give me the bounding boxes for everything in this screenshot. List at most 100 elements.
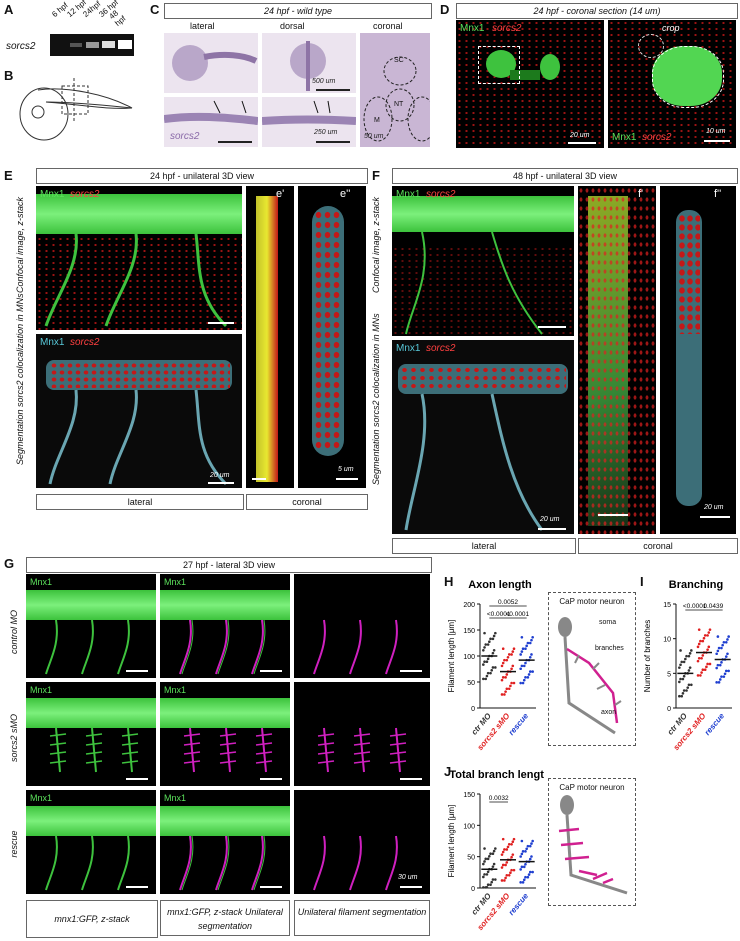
data-point (505, 874, 509, 877)
data-point (687, 669, 691, 672)
region-sc: SC (394, 57, 404, 64)
data-point (715, 666, 718, 670)
data-point (512, 868, 516, 872)
data-point (521, 850, 525, 853)
g-image-cell: Mnx1 (26, 790, 156, 894)
data-point (500, 866, 504, 869)
data-point (505, 861, 509, 864)
gel-gene-label: sorcs2 (6, 41, 36, 52)
data-point (701, 654, 705, 657)
marker-label: Mnx1 (460, 23, 485, 34)
f-coronal-image-1: f' (578, 186, 656, 534)
data-point (490, 880, 494, 884)
data-point (501, 850, 505, 854)
panel-f-header: 48 hpf - unilateral 3D view (392, 168, 738, 184)
data-point (510, 842, 513, 846)
data-point (519, 881, 522, 884)
data-point (528, 870, 532, 874)
scale-label: 10 um (706, 128, 726, 135)
data-point (721, 643, 724, 647)
y-tick-label: 5 (667, 671, 671, 678)
panel-letter-c: C (150, 2, 160, 17)
data-point (528, 641, 532, 645)
data-point (716, 663, 720, 667)
y-tick-label: 0 (471, 706, 475, 713)
panel-e-header: 24 hpf - unilateral 3D view (36, 168, 368, 184)
data-point (680, 660, 684, 664)
data-point (483, 631, 486, 635)
data-point (506, 656, 510, 659)
data-point (696, 645, 700, 649)
scale-bar (126, 886, 148, 888)
data-point (485, 674, 489, 678)
data-point (679, 649, 682, 652)
ish-lateral-whole (164, 33, 258, 93)
diagram-title: CaP motor neuron (559, 783, 625, 792)
region-nt: NT (394, 101, 404, 108)
scale-label: 20 um (540, 516, 560, 523)
data-point (680, 694, 684, 698)
data-point (678, 666, 681, 669)
data-point (528, 670, 532, 673)
scale-label: 50 um (364, 133, 384, 140)
data-point (507, 687, 511, 691)
data-point (681, 677, 685, 681)
panel-letter-b: B (4, 68, 14, 83)
data-point (701, 668, 705, 671)
data-point (685, 689, 688, 692)
marker-label: Mnx1 (164, 685, 187, 695)
data-point (521, 681, 525, 685)
scale-label: 20 um (570, 132, 590, 139)
data-point (697, 628, 701, 631)
data-point (530, 653, 533, 656)
data-point (690, 683, 693, 687)
data-point (501, 661, 505, 665)
data-point (531, 670, 534, 673)
data-point (494, 666, 497, 669)
view-label-coronal: coronal (373, 21, 403, 31)
marker-label: Mnx1 (40, 337, 65, 348)
data-point (527, 673, 531, 676)
data-point (522, 664, 526, 668)
data-point (524, 661, 527, 665)
gene-label: sorcs2 (70, 189, 100, 200)
data-point (526, 676, 530, 679)
p-value-label: <0.0001 (487, 611, 511, 618)
data-point (503, 658, 506, 662)
data-point (492, 849, 496, 853)
panel-g-header: 27 hpf - lateral 3D view (26, 557, 432, 573)
sub-panel-label: e' (276, 188, 285, 200)
data-point (697, 656, 701, 660)
data-point (483, 646, 486, 649)
data-point (494, 631, 497, 635)
ish-coronal-section: SC NT M 50 um (360, 33, 437, 147)
soma-label: soma (599, 619, 617, 626)
data-point (703, 668, 707, 671)
f-confocal-image: Mnx1 sorcs2 (392, 186, 574, 336)
footer-label: lateral (36, 494, 244, 510)
data-point (520, 664, 524, 668)
data-point (726, 638, 729, 641)
data-point (492, 648, 496, 652)
data-point (507, 653, 511, 656)
p-value-label: 0.0439 (703, 603, 723, 610)
data-point (486, 671, 490, 675)
data-point (687, 654, 691, 658)
row-label: Confocal image, z-stack (15, 196, 25, 294)
data-point (520, 635, 524, 639)
data-point (530, 855, 533, 858)
data-point (525, 644, 528, 648)
data-point (682, 689, 686, 692)
data-point (489, 671, 492, 675)
e-segmentation-image: Mnx1 sorcs2 20 um (36, 334, 242, 488)
data-point (717, 646, 721, 650)
data-point (504, 690, 507, 693)
marker-label: Mnx1 (40, 189, 65, 200)
ish-dorsal-zoom: 250 um (261, 97, 357, 147)
panel-letter-e: E (4, 168, 13, 183)
data-point (717, 681, 721, 684)
data-point (524, 676, 527, 679)
data-point (678, 694, 681, 698)
data-point (685, 654, 688, 658)
data-point (726, 652, 729, 656)
